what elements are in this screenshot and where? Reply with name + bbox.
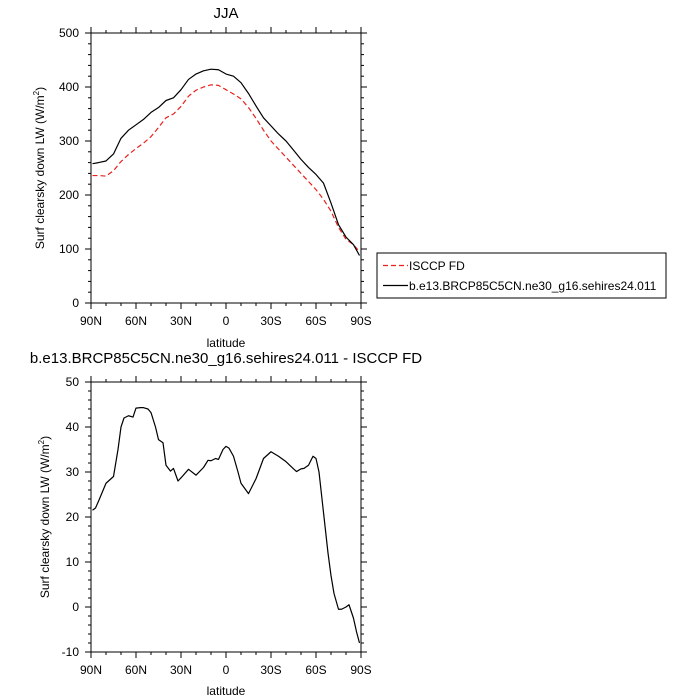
chart-bottom-ylabel-main: Surf clearsky down LW (W/m — [38, 444, 52, 598]
legend-label-isccp: ISCCP FD — [409, 259, 465, 273]
x-tick-label: 30N — [170, 663, 192, 677]
y-tick-label: 10 — [66, 555, 80, 569]
y-tick-label: 0 — [72, 600, 79, 614]
chart-top-ylabel-main: Surf clearsky down LW (W/m — [33, 95, 47, 249]
chart-top-ylabel-sup: 2 — [32, 90, 41, 95]
x-tick-label: 30N — [170, 314, 192, 328]
y-tick-label: 50 — [66, 375, 80, 389]
chart-top-series — [92, 68, 361, 256]
x-tick-label: 0 — [223, 663, 230, 677]
y-tick-label: 300 — [59, 134, 79, 148]
legend-label-model: b.e13.BRCP85C5CN.ne30_g16.sehires24.011 — [409, 279, 657, 293]
y-tick-label: 200 — [59, 188, 79, 202]
chart-bottom-series — [92, 407, 361, 644]
series-line-top-0 — [92, 84, 360, 253]
series-line-top-1 — [92, 68, 361, 256]
y-tick-label: 30 — [66, 465, 80, 479]
chart-bottom-ylabel-sup: 2 — [37, 439, 46, 444]
chart-bottom-ylabel: Surf clearsky down LW (W/m2) — [37, 436, 52, 598]
y-tick-label: 100 — [59, 242, 79, 256]
x-tick-label: 60N — [125, 663, 147, 677]
chart-top-title: JJA — [213, 5, 238, 22]
chart-top: JJA 90N 60N 30N 0 30S 60S 90S0100200300400500 … — [32, 5, 667, 350]
chart-top-xlabel: latitude — [207, 336, 246, 350]
legend-frame — [376, 252, 667, 299]
chart-bottom-ylabel-close: ) — [38, 436, 52, 440]
y-tick-label: 500 — [59, 26, 79, 40]
x-tick-label: 30S — [260, 663, 281, 677]
y-tick-label: 0 — [72, 296, 79, 310]
series-line-bottom-0 — [92, 407, 361, 644]
chart-bottom-title: b.e13.BRCP85C5CN.ne30_g16.sehires24.011 … — [30, 350, 422, 367]
chart-top-ticks: 90N 60N 30N 0 30S 60S 90S 0 100 200 300 400 500 — [59, 26, 372, 328]
chart-top-legend: ISCCP FD b.e13.BRCP85C5CN.ne30_g16.sehir… — [376, 252, 667, 299]
chart-top-ylabel: Surf clearsky down LW (W/m2) — [32, 87, 47, 249]
y-tick-label: -10 — [62, 645, 80, 659]
x-tick-label: 90S — [350, 663, 371, 677]
y-tick-label: 40 — [66, 420, 80, 434]
chart-bottom-plot-frame — [90, 381, 362, 653]
x-tick-label: 90N — [80, 663, 102, 677]
x-tick-label: 30S — [260, 314, 281, 328]
x-tick-label: 60N — [125, 314, 147, 328]
chart-bottom: b.e13.BRCP85C5CN.ne30_g16.sehires24.011 … — [30, 350, 422, 698]
y-tick-label: 20 — [66, 510, 80, 524]
x-tick-label: 90S — [350, 314, 371, 328]
x-tick-label: 60S — [305, 314, 326, 328]
chart-top-plot-frame — [90, 32, 362, 304]
x-tick-label: 0 — [223, 314, 230, 328]
y-tick-label: 400 — [59, 80, 79, 94]
chart-bottom-xlabel: latitude — [207, 684, 246, 698]
x-tick-label: 60S — [305, 663, 326, 677]
x-tick-label: 90N — [80, 314, 102, 328]
chart-top-ylabel-close: ) — [33, 87, 47, 91]
